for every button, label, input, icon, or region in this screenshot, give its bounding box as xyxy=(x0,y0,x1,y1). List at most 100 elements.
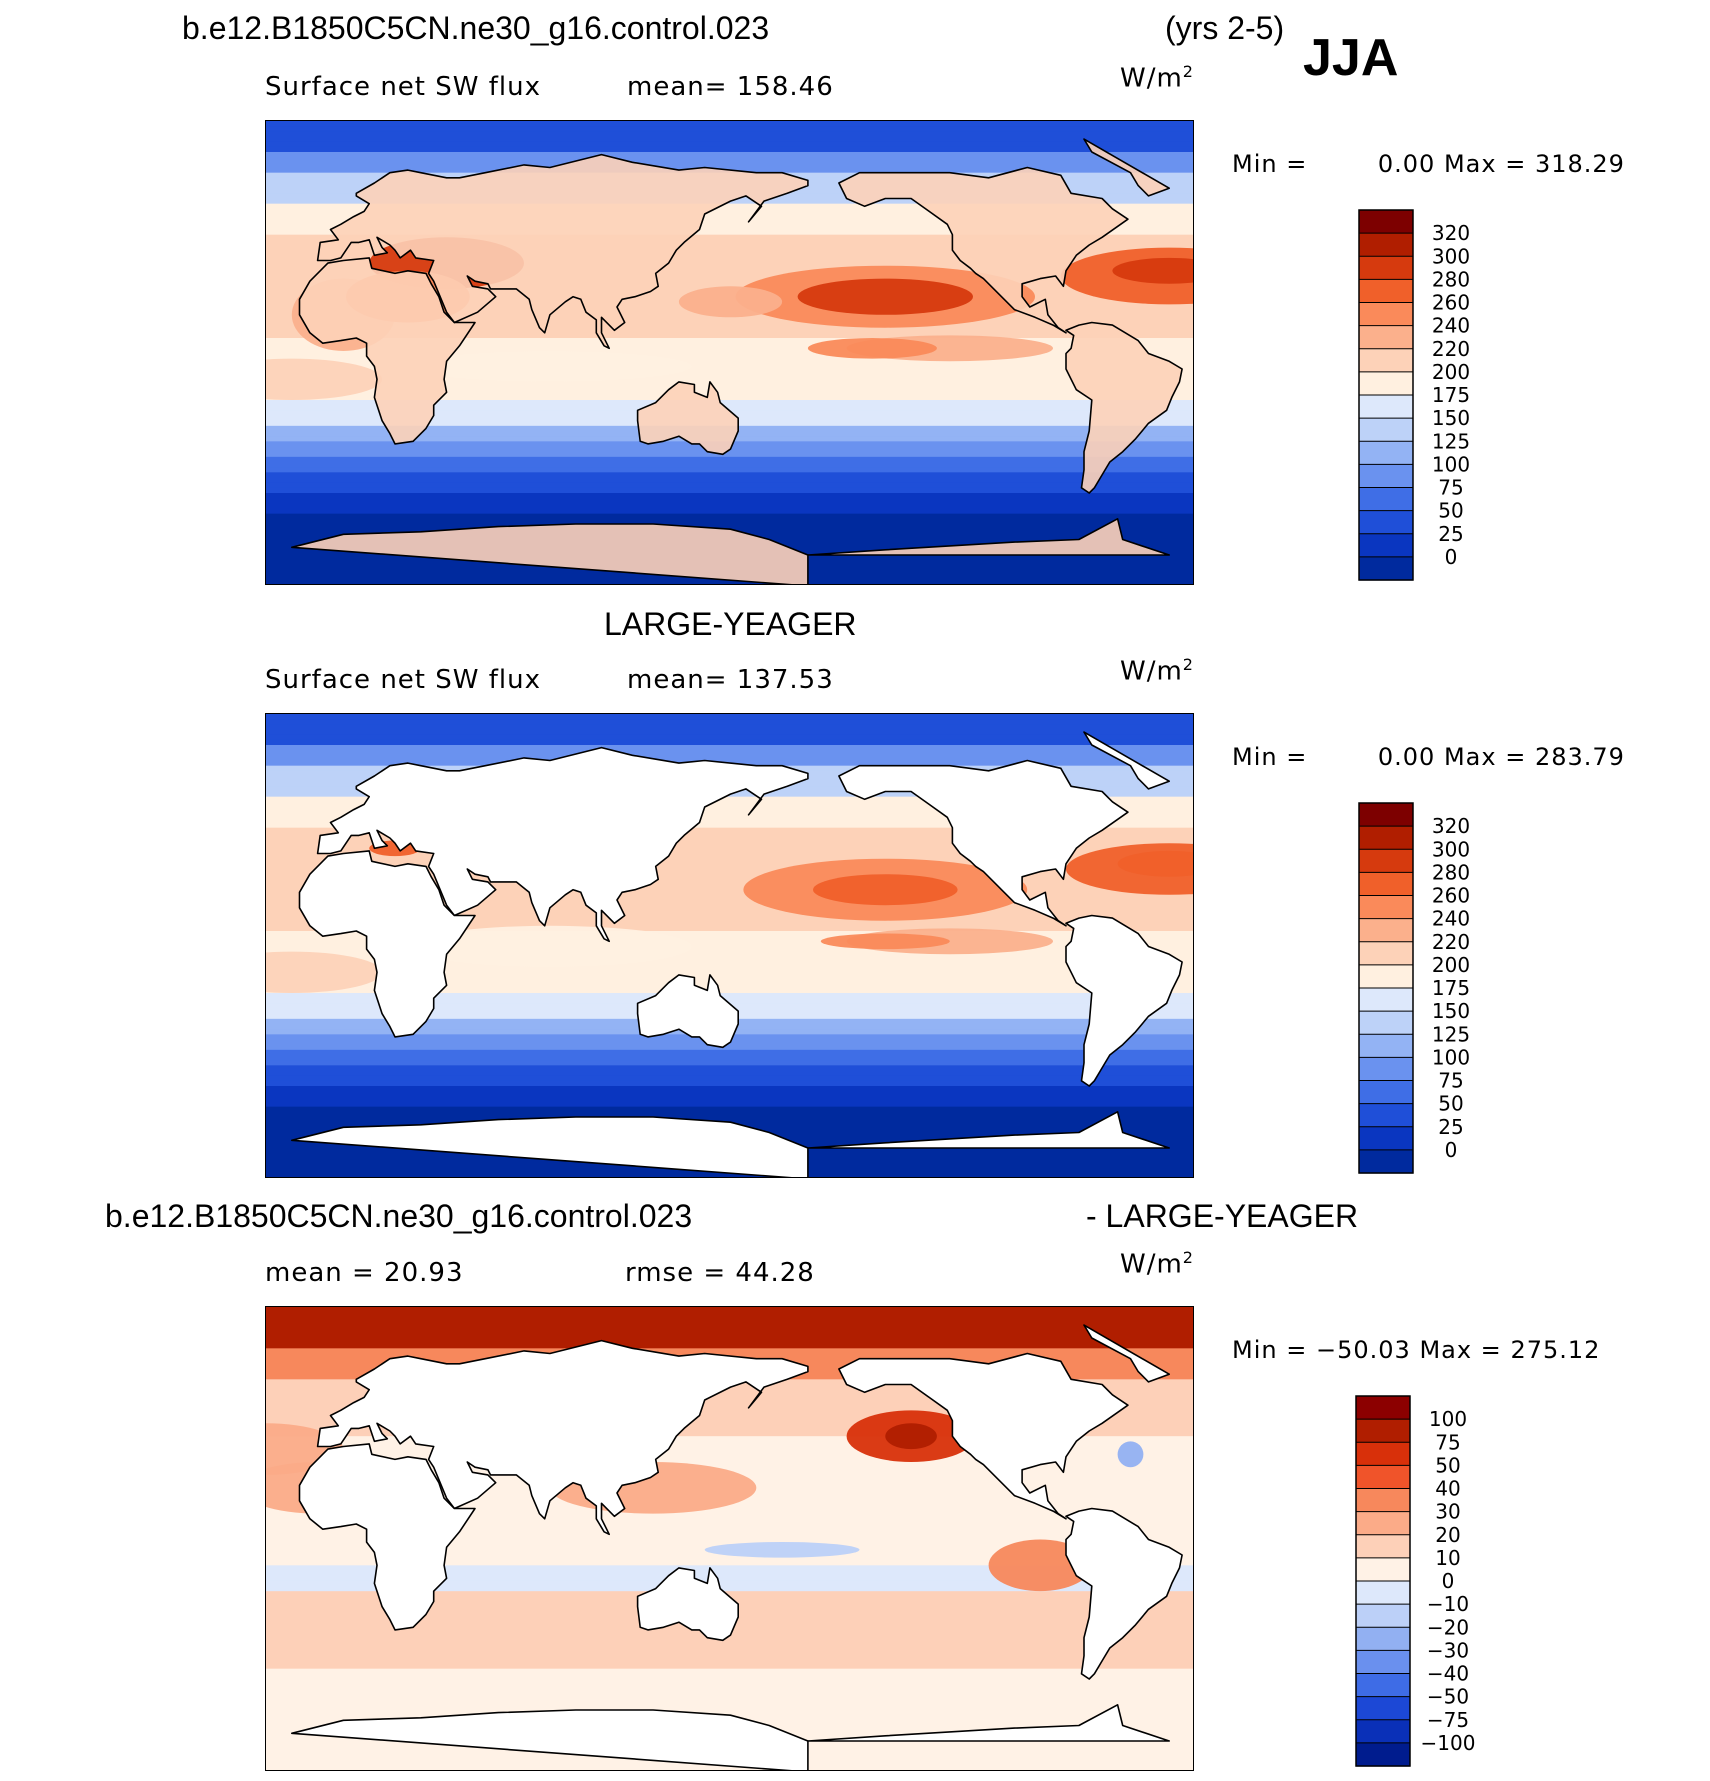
field-band xyxy=(266,394,1193,401)
colorbar-swatch xyxy=(1359,533,1413,558)
field-band xyxy=(266,136,1193,143)
colorbar-tick-label: −20 xyxy=(1427,1615,1469,1639)
field-band xyxy=(266,208,1193,215)
field-band xyxy=(266,472,1193,479)
field-band xyxy=(266,734,1193,741)
colorbar-swatch xyxy=(1359,210,1413,234)
colorbar-tick-label: 300 xyxy=(1432,244,1470,268)
colorbar-tick-label: 0 xyxy=(1442,1569,1455,1593)
field-band xyxy=(266,322,1193,329)
coastline xyxy=(838,759,1129,927)
colorbar-tick-label: 320 xyxy=(1432,814,1470,838)
coastline xyxy=(298,1443,476,1631)
field-band xyxy=(266,1322,1193,1329)
field-band xyxy=(266,1420,1193,1427)
field-band xyxy=(266,487,1193,494)
coastline xyxy=(1065,1507,1183,1680)
colorbar-swatch xyxy=(1356,1581,1410,1605)
colorbar-swatch xyxy=(1359,1011,1413,1035)
field-band xyxy=(266,255,1193,262)
field-band xyxy=(266,1653,1193,1659)
panel3-minmax: Min = −50.03 Max = 275.12 xyxy=(1232,1336,1601,1364)
field-blob xyxy=(820,933,950,950)
field-band xyxy=(266,1096,1193,1103)
panel2-title: LARGE-YEAGER xyxy=(604,606,857,642)
colorbar-frame xyxy=(1358,802,1414,1174)
land-field xyxy=(838,167,1128,333)
colorbar-swatch xyxy=(1359,256,1413,280)
field-band xyxy=(266,1586,1193,1592)
field-band xyxy=(266,265,1193,272)
panel1-colorbar: 320 300 280 260 240 220 200 175 150 125 100 75 50 25 0 xyxy=(1358,209,1499,581)
land-field xyxy=(637,381,739,455)
colorbar-swatch xyxy=(1356,1673,1410,1698)
field-band xyxy=(266,982,1193,989)
panel2-minmax: Min = 0.00 Max = 283.79 xyxy=(1232,743,1625,771)
colorbar-swatch xyxy=(1359,1149,1413,1174)
coastline xyxy=(1083,1324,1170,1383)
field-band xyxy=(266,503,1193,510)
field-band xyxy=(266,1710,1193,1716)
colorbar-tick-label: 260 xyxy=(1432,291,1470,315)
colorbar-tick-label: 150 xyxy=(1432,406,1470,430)
colorbar-tick-label: 0 xyxy=(1445,545,1458,569)
colorbar-tick-label: 0 xyxy=(1445,1138,1458,1162)
field-band xyxy=(266,812,1193,818)
coastline xyxy=(291,1709,809,1770)
field-band xyxy=(266,905,1193,911)
colorbar-frame xyxy=(1358,209,1414,581)
colorbar-tick-label: 40 xyxy=(1435,1477,1460,1501)
field-band xyxy=(266,750,1193,756)
panel2-map-svg xyxy=(266,714,1193,1177)
colorbar-tick-label: 125 xyxy=(1432,1022,1470,1046)
field-band xyxy=(266,281,1193,287)
field-band xyxy=(266,993,1193,999)
field-band xyxy=(266,977,1193,984)
field-band xyxy=(266,1080,1193,1087)
field-band xyxy=(266,348,1193,355)
field-band xyxy=(266,358,1193,365)
coastline xyxy=(838,166,1129,334)
field-band xyxy=(266,1673,1193,1680)
field-band xyxy=(266,869,1193,875)
field-band xyxy=(266,157,1193,163)
panel3-map-svg xyxy=(266,1307,1193,1770)
panel1-map xyxy=(265,120,1194,585)
field-band xyxy=(266,1565,1193,1572)
colorbar-swatch xyxy=(1359,1126,1413,1151)
field-band xyxy=(266,518,1193,525)
panel1-variable: Surface net SW flux xyxy=(265,72,541,102)
season-label: JJA xyxy=(1303,29,1399,87)
field-band xyxy=(266,801,1193,808)
coastline xyxy=(636,974,739,1049)
panel1-map-svg xyxy=(266,121,1193,584)
field-band xyxy=(266,848,1193,855)
panel2-units: W/m2 xyxy=(1120,655,1194,687)
field-band xyxy=(266,1044,1193,1051)
field-band xyxy=(266,946,1193,953)
field-blob xyxy=(408,350,692,382)
field-band xyxy=(266,1338,1193,1344)
field-band xyxy=(266,1560,1193,1566)
field-band xyxy=(266,1508,1193,1515)
colorbar-tick-label: 280 xyxy=(1432,860,1470,884)
colorbar-tick-label: 100 xyxy=(1429,1407,1467,1431)
colorbar-tick-label: 25 xyxy=(1438,522,1463,546)
colorbar-swatch xyxy=(1359,918,1413,943)
coastline xyxy=(807,1111,1170,1149)
colorbar-tick-label: 220 xyxy=(1432,930,1470,954)
field-band xyxy=(266,1524,1193,1530)
colorbar-tick-label: 75 xyxy=(1438,1069,1463,1093)
panel3-mean: mean = 20.93 xyxy=(265,1258,464,1288)
field-band xyxy=(266,1086,1193,1092)
colorbar-swatch xyxy=(1359,803,1413,827)
field-band xyxy=(266,1575,1193,1582)
field-band xyxy=(266,1400,1193,1406)
panel2-variable: Surface net SW flux xyxy=(265,665,541,695)
colorbar-swatch xyxy=(1356,1719,1410,1744)
field-band xyxy=(266,1332,1193,1339)
colorbar-swatch xyxy=(1359,395,1413,419)
field-band xyxy=(266,1317,1193,1324)
field-band xyxy=(266,121,1193,127)
colorbar-swatch xyxy=(1356,1696,1410,1721)
